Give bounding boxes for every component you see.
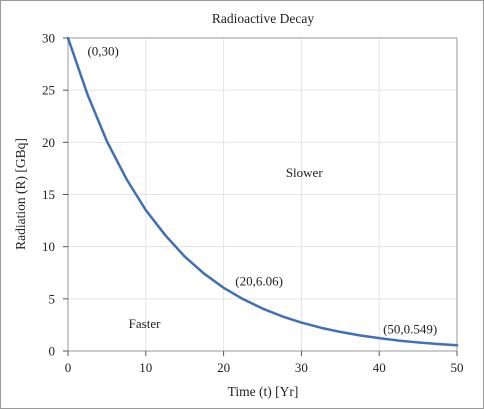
x-tick-label: 50 bbox=[451, 360, 464, 375]
axis-ticks: 0 10 20 30 40 50 0 5 10 15 20 25 30 bbox=[42, 31, 464, 376]
annotation-label: Faster bbox=[129, 316, 161, 331]
x-tick-label: 10 bbox=[139, 360, 152, 375]
annotations: (0,30) (20,6.06) (50,0.549) Slower Faster bbox=[87, 44, 437, 337]
y-axis-title: Radiation (R) [GBq] bbox=[13, 138, 28, 250]
x-tick-label: 30 bbox=[295, 360, 308, 375]
y-tick-label: 0 bbox=[49, 344, 56, 359]
x-tick-label: 40 bbox=[373, 360, 386, 375]
annotation-label: (50,0.549) bbox=[383, 321, 437, 336]
y-tick-label: 20 bbox=[42, 135, 55, 150]
series bbox=[66, 36, 459, 347]
grid bbox=[67, 37, 458, 352]
chart-title: Radioactive Decay bbox=[212, 11, 315, 26]
decay-curve bbox=[66, 36, 459, 347]
x-axis-title: Time (t) [Yr] bbox=[228, 384, 299, 399]
y-tick-label: 15 bbox=[42, 187, 55, 202]
y-tick-label: 5 bbox=[49, 291, 56, 306]
y-tick-label: 10 bbox=[42, 239, 55, 254]
y-tick-label: 25 bbox=[42, 83, 55, 98]
annotation-label: (20,6.06) bbox=[235, 273, 283, 288]
annotation-label: Slower bbox=[286, 165, 324, 180]
y-tick-label: 30 bbox=[42, 31, 55, 46]
x-tick-label: 20 bbox=[217, 360, 230, 375]
annotation-label: (0,30) bbox=[87, 44, 118, 59]
x-tick-label: 0 bbox=[65, 360, 72, 375]
